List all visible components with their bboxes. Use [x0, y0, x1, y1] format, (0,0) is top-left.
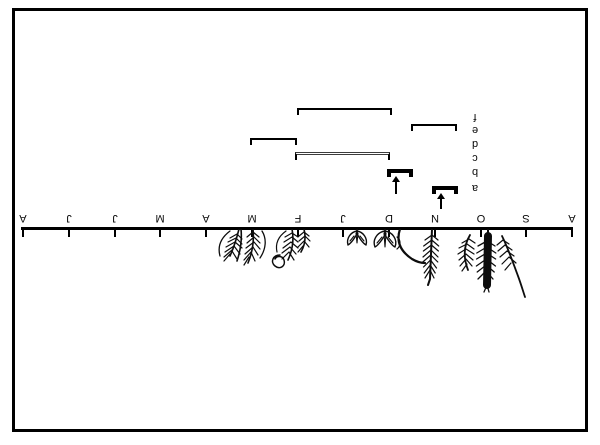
- up-arrow-head-b: [392, 176, 400, 182]
- axis-tick: [159, 227, 162, 237]
- month-label: A: [202, 212, 210, 224]
- axis-tick: [205, 227, 207, 237]
- month-label: A: [19, 212, 27, 224]
- axis-tick: [571, 227, 573, 237]
- bracket-letter-c: c: [472, 152, 478, 164]
- axis-tick: [296, 227, 299, 237]
- range-bracket-c: [295, 152, 390, 160]
- bracket-letter-b: b: [471, 166, 479, 178]
- month-label: D: [385, 212, 393, 224]
- bracket-letter-d: d: [471, 138, 479, 150]
- month-label: J: [340, 212, 347, 224]
- month-label: S: [522, 212, 530, 224]
- month-label: M: [247, 212, 257, 224]
- axis-tick: [342, 227, 345, 237]
- range-bracket-f: [297, 108, 392, 115]
- month-label: J: [66, 212, 72, 224]
- range-bracket-e: [411, 124, 457, 131]
- range-bracket-a: [432, 186, 458, 194]
- up-arrow-line-a: [440, 198, 442, 209]
- axis-tick: [67, 227, 70, 237]
- grass-illustration-3: [346, 229, 368, 246]
- axis-tick: [433, 227, 436, 237]
- bracket-letter-f: f: [473, 111, 477, 123]
- grass-illustration-2: [271, 229, 311, 269]
- month-label: F: [294, 212, 301, 224]
- month-label: A: [568, 212, 576, 224]
- grass-illustration-5: [397, 229, 440, 286]
- up-arrow-head-a: [437, 193, 445, 199]
- bracket-letter-a: a: [471, 182, 479, 194]
- axis-tick: [525, 227, 528, 237]
- month-label: M: [155, 212, 165, 224]
- month-label: O: [476, 212, 485, 224]
- grass-illustration-4: [373, 229, 401, 250]
- up-arrow-line-b: [395, 181, 397, 194]
- axis-tick: [113, 227, 116, 237]
- bracket-letter-e: e: [471, 124, 479, 136]
- axis-tick: [479, 227, 482, 237]
- month-label: J: [111, 212, 118, 224]
- range-bracket-d: [250, 138, 297, 145]
- grass-illustration-6: [457, 229, 526, 298]
- axis-tick: [250, 227, 253, 237]
- month-label: N: [430, 212, 439, 224]
- axis-tick: [22, 227, 24, 237]
- range-bracket-b: [387, 169, 413, 177]
- figure-border: [12, 8, 588, 432]
- grass-illustration-1: [218, 229, 266, 266]
